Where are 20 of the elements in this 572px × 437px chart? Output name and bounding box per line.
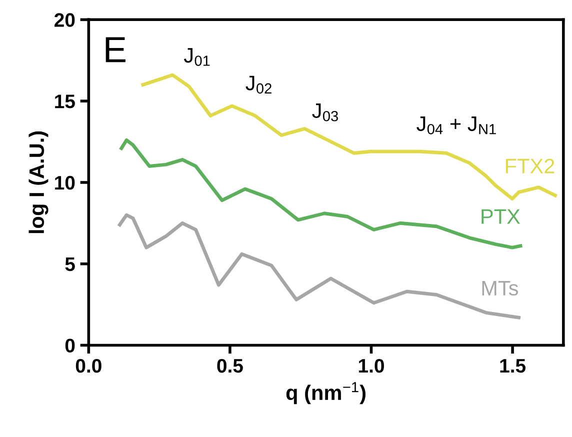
annotation: J$_{04}$ + J$_{N1}$	[416, 116, 496, 134]
y-tick-label: 0	[65, 338, 75, 352]
series-label: PTX	[482, 209, 520, 224]
y-tick-label: 15	[55, 94, 75, 108]
y-tick-label: 20	[54, 13, 75, 27]
annotation: J$_{02}$	[246, 76, 272, 94]
x-tick-label: 0.0	[76, 358, 102, 373]
y-tick-label: 10	[55, 176, 75, 190]
annotation: E	[106, 37, 126, 62]
y-tick-label: 5	[65, 258, 75, 272]
line-series	[141, 73, 557, 200]
y-axis-title: log I (A.U.)	[28, 131, 48, 234]
x-axis-title: q (nm$^{−1}$)	[286, 382, 366, 404]
x-tick-label: 1.5	[500, 359, 526, 373]
annotation: J$_{03}$	[312, 104, 338, 122]
series-label: MTs	[482, 280, 518, 296]
x-tick-label: 1.0	[358, 358, 384, 373]
annotation: J$_{01}$	[184, 48, 210, 66]
x-tick-label: 0.5	[217, 358, 243, 373]
series-label: FTX2	[506, 158, 554, 174]
